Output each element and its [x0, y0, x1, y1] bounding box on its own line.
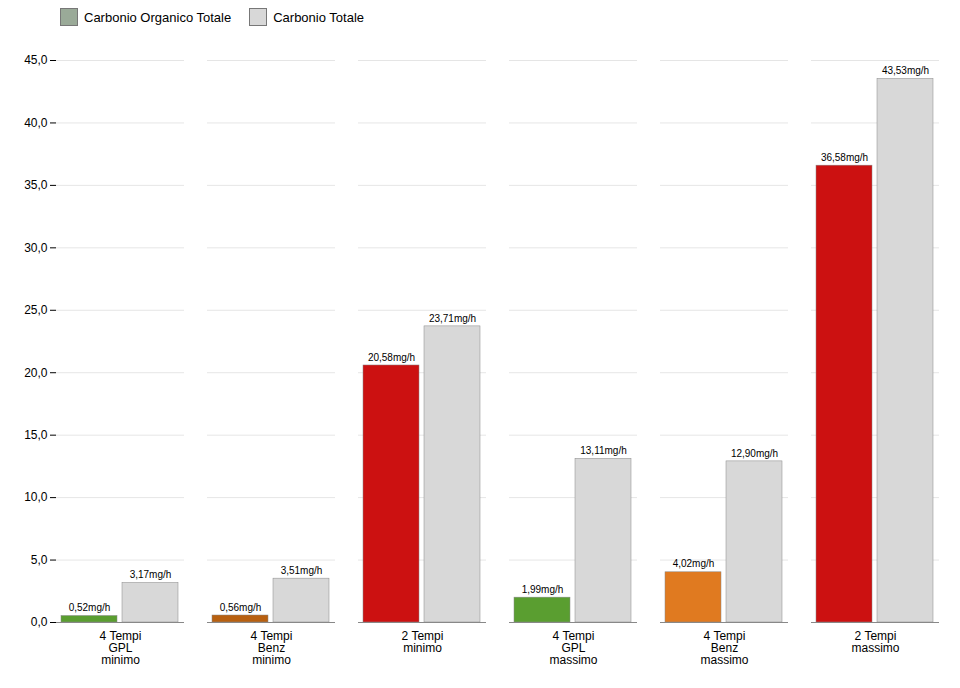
html-text:Carbonio Totale: Carbonio Totale [273, 9, 364, 25]
svg-text:2 Tempimassimo: 2 Tempimassimo [851, 629, 899, 655]
svg-text:4 TempiBenzmassimo: 4 TempiBenzmassimo [700, 629, 748, 667]
svg-text:12,90mg/h: 12,90mg/h [731, 448, 778, 459]
svg-text:2 Tempiminimo: 2 Tempiminimo [402, 629, 444, 655]
svg-text:25,0: 25,0 [24, 303, 48, 317]
svg-text:4 TempiGPLminimo: 4 TempiGPLminimo [100, 629, 142, 667]
svg-text:23,71mg/h: 23,71mg/h [429, 313, 476, 324]
svg-text:10,0: 10,0 [24, 490, 48, 504]
svg-text:0,0: 0,0 [31, 615, 48, 629]
svg-text:43,53mg/h: 43,53mg/h [882, 65, 929, 76]
svg-text:36,58mg/h: 36,58mg/h [821, 152, 868, 163]
svg-text:0,56mg/h: 0,56mg/h [220, 602, 262, 613]
svg-text:3,17mg/h: 3,17mg/h [130, 569, 172, 580]
svg-text:30,0: 30,0 [24, 241, 48, 255]
svg-text:40,0: 40,0 [24, 116, 48, 130]
svg-text:1,99mg/h: 1,99mg/h [522, 584, 564, 595]
svg-text:4 TempiGPLmassimo: 4 TempiGPLmassimo [549, 629, 597, 667]
svg-text:20,58mg/h: 20,58mg/h [368, 352, 415, 363]
svg-text:15,0: 15,0 [24, 428, 48, 442]
svg-text:4 TempiBenzminimo: 4 TempiBenzminimo [251, 629, 293, 667]
svg-text:3,51mg/h: 3,51mg/h [281, 565, 323, 576]
svg-text:0,52mg/h: 0,52mg/h [69, 602, 111, 613]
svg-text:20,0: 20,0 [24, 366, 48, 380]
html-text:Carbonio Organico Totale: Carbonio Organico Totale [84, 9, 232, 25]
svg-text:4,02mg/h: 4,02mg/h [673, 558, 715, 569]
svg-text:35,0: 35,0 [24, 178, 48, 192]
svg-text:5,0: 5,0 [31, 553, 48, 567]
svg-text:13,11mg/h: 13,11mg/h [580, 445, 627, 456]
svg-text:45,0: 45,0 [24, 53, 48, 67]
